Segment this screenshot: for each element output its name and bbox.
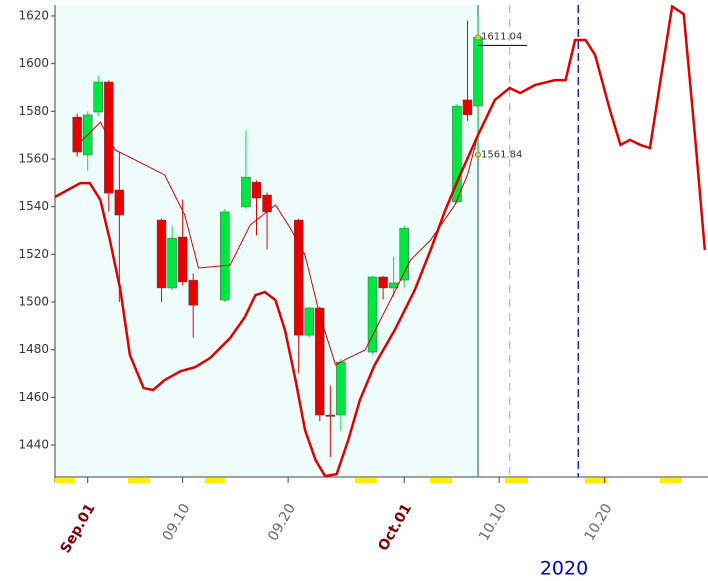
y-tick-label: 1480 xyxy=(18,342,49,356)
y-tick-label: 1500 xyxy=(18,295,49,309)
axis-marker xyxy=(505,478,528,483)
candle-body xyxy=(241,176,251,208)
x-tick-label: Oct.01 xyxy=(375,501,415,554)
axis-marker xyxy=(205,478,225,483)
y-tick-label: 1560 xyxy=(18,151,49,165)
x-tick-label: 09.10 xyxy=(160,501,194,544)
axis-marker xyxy=(585,478,607,483)
y-tick-label: 1460 xyxy=(18,390,49,404)
candle-body xyxy=(367,276,378,353)
candle-body xyxy=(304,307,314,336)
y-tick-label: 1580 xyxy=(18,104,49,118)
trend-line xyxy=(55,5,707,477)
x-tick-label: 10.10 xyxy=(476,501,510,544)
candle-body xyxy=(473,37,483,107)
y-tick-label: 1540 xyxy=(18,199,49,213)
y-tick-label: 1440 xyxy=(18,438,49,452)
candle-body xyxy=(325,414,336,417)
axis-marker xyxy=(55,478,75,483)
history-background xyxy=(55,5,479,477)
annotation-label: 1561.84 xyxy=(481,150,522,161)
candle-body xyxy=(452,105,462,203)
y-tick-label: 1620 xyxy=(18,8,49,22)
candle-body xyxy=(462,99,473,116)
candle-body xyxy=(188,279,198,306)
candle-body xyxy=(315,307,325,416)
annotation-marker xyxy=(475,34,482,41)
candle-body xyxy=(156,219,167,289)
x-tick-label: 10.20 xyxy=(582,501,616,544)
y-tick-label: 1600 xyxy=(18,56,49,70)
candle-body xyxy=(399,227,409,281)
candle-body xyxy=(167,237,177,289)
candle-body xyxy=(251,181,262,199)
axis-marker xyxy=(430,478,452,483)
candle-body xyxy=(177,236,188,283)
annotation-marker xyxy=(475,151,482,158)
candle-body xyxy=(93,81,104,113)
candle-body xyxy=(220,211,230,301)
trend-line xyxy=(76,121,479,366)
axis-marker xyxy=(660,478,682,483)
axis-marker xyxy=(355,478,377,483)
candle-body xyxy=(378,276,388,289)
candle-body xyxy=(72,116,82,153)
x-tick-label: Sep.01 xyxy=(58,501,99,556)
candle-body xyxy=(293,219,304,336)
candle-body xyxy=(336,361,346,416)
x-tick-label: 09.20 xyxy=(265,501,299,544)
axis-marker xyxy=(128,478,150,483)
y-tick-label: 1520 xyxy=(18,247,49,261)
year-label: 2020 xyxy=(540,558,588,580)
annotation-label: 1611.04 xyxy=(481,31,522,42)
candle-body xyxy=(114,189,125,216)
